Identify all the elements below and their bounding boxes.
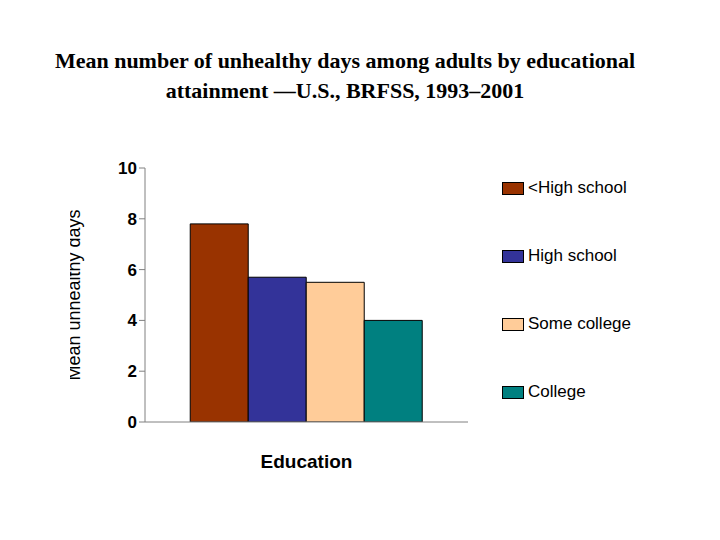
svg-text:Mean unhealthy days: Mean unhealthy days [70, 209, 84, 380]
html-text:<High school: <High school [528, 178, 627, 197]
html-text:High school: High school [528, 246, 617, 265]
svg-text:10: 10 [118, 159, 137, 178]
svg-text:4: 4 [128, 311, 138, 330]
svg-text:Education: Education [261, 451, 353, 472]
svg-text:2: 2 [128, 362, 137, 381]
html-text:Mean number of unhealthy days: Mean number of unhealthy days among adul… [54, 48, 636, 103]
svg-text:6: 6 [128, 261, 137, 280]
html-text:Some college: Some college [528, 314, 631, 333]
svg-text:8: 8 [128, 210, 137, 229]
svg-text:0: 0 [128, 413, 137, 432]
html-text:College: College [528, 382, 586, 401]
